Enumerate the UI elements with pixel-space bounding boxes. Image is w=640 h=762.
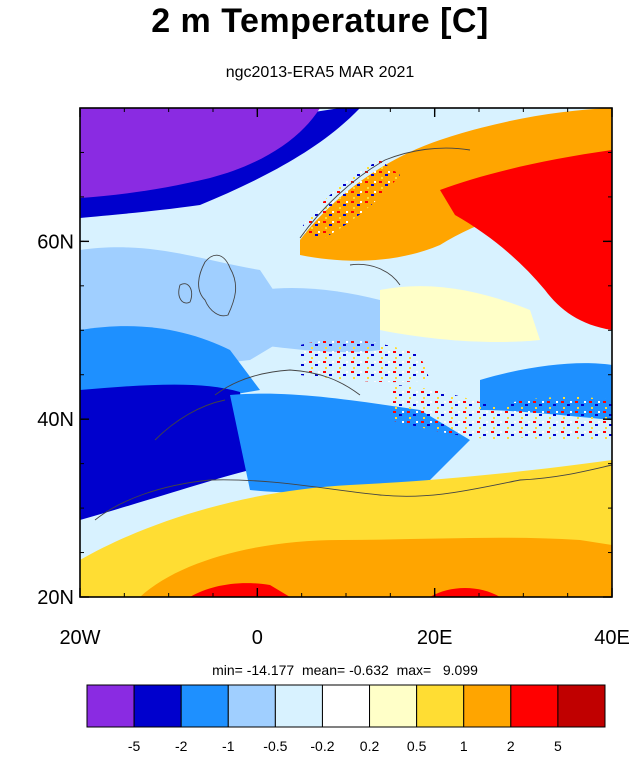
field-statistics: min= -14.177 mean= -0.632 max= 9.099 xyxy=(0,662,640,678)
colorbar: -5 -2 -1 -0.5 -0.2 0.2 0.5 1 2 5 xyxy=(86,684,606,754)
lat-tick-label: 20N xyxy=(37,587,74,609)
lon-tick-label: 40E xyxy=(594,627,630,649)
colorbar-label: -1 xyxy=(222,738,235,754)
alps-noise xyxy=(300,339,430,383)
lon-tick-label: 0 xyxy=(252,627,263,649)
colorbar-label: -2 xyxy=(175,738,188,754)
colorbar-label: 5 xyxy=(554,738,562,754)
central-europe xyxy=(260,288,380,353)
colorbar-swatch xyxy=(321,684,371,728)
colorbar-label: -5 xyxy=(128,738,141,754)
max-label: max= xyxy=(396,662,432,678)
chart-subtitle: ngc2013-ERA5 MAR 2021 xyxy=(225,64,415,81)
iberia-west-africa xyxy=(80,384,250,520)
lat-tick-label: 40N xyxy=(37,409,74,431)
colorbar-swatch xyxy=(227,684,276,728)
colorbar-label: 1 xyxy=(460,738,468,754)
arctic-cold-region xyxy=(80,108,320,198)
anatolia-noise xyxy=(500,396,612,440)
scandinavia-warm xyxy=(300,108,612,261)
temperature-field xyxy=(80,108,612,597)
colorbar-swatch xyxy=(180,684,229,728)
min-value: -14.177 xyxy=(246,662,295,678)
colorbar-label: 0.5 xyxy=(407,738,427,754)
sahara-warm xyxy=(140,537,612,597)
colorbar-swatch xyxy=(510,684,559,728)
mean-label: mean= xyxy=(301,662,346,678)
lon-tick-label: 20W xyxy=(59,627,100,649)
coastlines xyxy=(94,147,612,521)
lat-tick-label: 60N xyxy=(37,231,74,253)
colorbar-swatch xyxy=(86,684,135,728)
sahara-hotspot-east xyxy=(430,588,500,597)
russia-hot xyxy=(440,150,612,330)
colorbar-label: 2 xyxy=(507,738,515,754)
mean-value: -0.632 xyxy=(349,662,389,678)
colorbar-swatch xyxy=(369,684,418,728)
colorbar-swatch xyxy=(274,684,323,728)
eastern-europe-light xyxy=(380,286,540,342)
norway-noise xyxy=(300,160,400,240)
colorbar-swatch xyxy=(463,684,512,728)
sahara-hotspot xyxy=(190,583,290,597)
chart-title: 2 m Temperature [C] xyxy=(151,2,489,40)
min-label: min= xyxy=(212,662,243,678)
max-value: 9.099 xyxy=(442,662,478,678)
colorbar-label: -0.2 xyxy=(310,738,334,754)
colorbar-swatch xyxy=(416,684,465,728)
colorbar-swatch xyxy=(557,684,606,728)
colorbar-label: -0.5 xyxy=(263,738,287,754)
colorbar-swatch xyxy=(133,684,182,728)
colorbar-label: 0.2 xyxy=(360,738,380,754)
lon-tick-label: 20E xyxy=(417,627,453,649)
map-axes: 60N 40N 20N 20W 0 20E 40E xyxy=(37,107,630,649)
balkans-noise xyxy=(390,385,510,440)
